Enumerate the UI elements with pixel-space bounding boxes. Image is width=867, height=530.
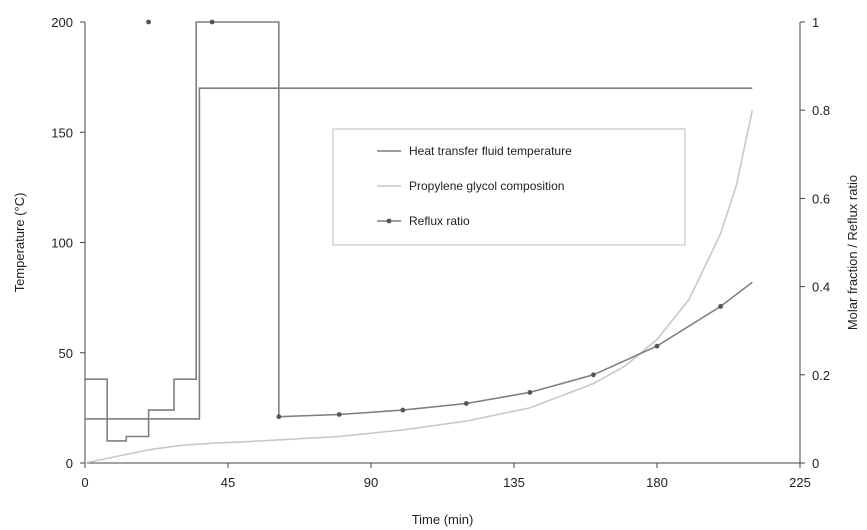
series-point: [336, 412, 342, 417]
axes: 0 45 90 135 180 22505010015020000.20.40.60.81…: [12, 15, 860, 527]
legend-box: [332, 128, 686, 246]
y-left-tick-label: 0: [66, 456, 73, 471]
series-point: [527, 390, 533, 395]
x-tick-label: 225: [789, 475, 811, 490]
series-point: [209, 19, 215, 25]
series-line-1: [85, 87, 753, 420]
y-right-tick-label: 0: [812, 456, 819, 471]
legend: Heat transfer fluid temperature Propylene…: [332, 128, 686, 246]
series-point: [718, 304, 723, 309]
y-left-tick-label: 200: [51, 15, 73, 30]
y-left-tick-label: 50: [59, 346, 73, 361]
legend-label: Heat transfer fluid temperature: [409, 144, 572, 158]
series-point: [276, 414, 282, 420]
y-left-tick-label: 100: [51, 236, 73, 251]
series-point: [591, 372, 596, 378]
series-line-3: [85, 21, 753, 442]
y-right-tick-label: 1: [812, 15, 819, 30]
y-axis-left-title: Temperature (°C): [12, 193, 27, 293]
y-left-tick-label: 150: [51, 125, 73, 140]
x-tick-label: 135: [503, 475, 525, 490]
series-point: [146, 19, 151, 25]
x-tick-label: 90: [364, 475, 378, 490]
x-tick-label: 45: [221, 475, 235, 490]
y-axis-right-title: Molar fraction / Reflux ratio: [845, 175, 860, 330]
x-tick-label: 0: [81, 475, 88, 490]
legend-marker: [386, 218, 392, 224]
y-right-tick-label: 0.4: [812, 280, 830, 295]
x-tick-label: 180: [646, 475, 668, 490]
y-right-tick-label: 0.6: [812, 191, 830, 206]
series-layer: [84, 19, 754, 464]
x-axis-title: Time (min): [412, 512, 474, 527]
series-point: [463, 401, 469, 406]
legend-label: Reflux ratio: [409, 214, 470, 228]
series-line-2: [84, 110, 754, 464]
legend-label: Propylene glycol composition: [409, 179, 564, 193]
y-right-tick-label: 0.2: [812, 368, 830, 383]
series-point: [400, 407, 406, 413]
y-right-tick-label: 0.8: [812, 103, 830, 118]
series-point: [654, 343, 660, 349]
